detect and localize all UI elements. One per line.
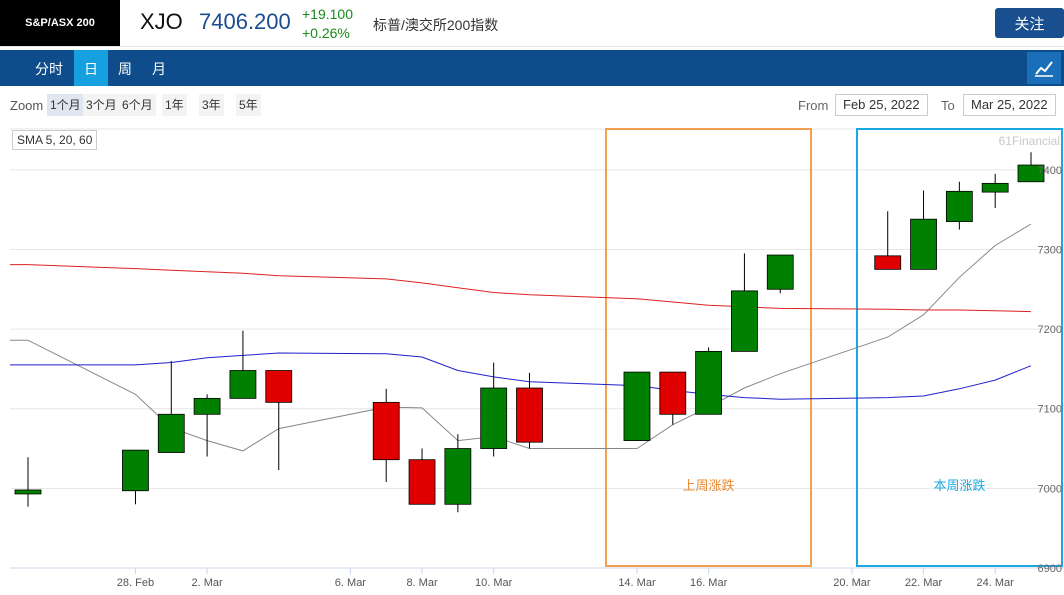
candle-body xyxy=(945,190,973,222)
watermark: 61Financial xyxy=(999,134,1060,148)
indicator-label: SMA 5, 20, 60 xyxy=(12,130,98,150)
candle-body xyxy=(157,413,185,453)
y-axis: 6900 7000 7100 7200 7300 7400 xyxy=(1038,165,1062,575)
range-toolbar: Zoom 1个月 3个月 6个月 1年 3年 5年 From Feb 25, 2… xyxy=(0,94,1064,118)
annotation-box xyxy=(605,128,812,567)
candle-body xyxy=(444,448,472,505)
candle-body xyxy=(659,371,687,415)
x-tick-label: 16. Mar xyxy=(690,577,728,589)
candle-body xyxy=(122,449,149,492)
x-tick-label: 2. Mar xyxy=(192,577,224,589)
candle-body xyxy=(731,290,758,352)
change-percent: +0.26% xyxy=(302,25,350,41)
candle-body xyxy=(623,371,651,441)
x-axis: 28. Feb 2. Mar 6. Mar 8. Mar 10. Mar 14. Mar 1… xyxy=(117,568,1015,589)
zoom-6m-button[interactable]: 6个月 xyxy=(119,94,156,116)
from-date-input[interactable]: Feb 25, 2022 xyxy=(835,94,928,116)
x-tick-label: 14. Mar xyxy=(618,577,656,589)
sma-lines xyxy=(10,223,1032,452)
zoom-1m-button[interactable]: 1个月 xyxy=(47,94,84,116)
tab-monthly[interactable]: 月 xyxy=(152,61,166,77)
tab-intraday[interactable]: 分时 xyxy=(35,61,63,77)
grid-lines xyxy=(10,169,1064,569)
candle-body xyxy=(193,397,221,415)
annotation-label: 本周涨跌 xyxy=(933,478,985,493)
sma-line xyxy=(10,223,1032,452)
zoom-3m-button[interactable]: 3个月 xyxy=(83,94,120,116)
candle-body xyxy=(874,255,902,270)
sma-line xyxy=(10,264,1032,313)
zoom-5y-button[interactable]: 5年 xyxy=(236,94,261,116)
y-tick-label: 7100 xyxy=(1038,404,1062,416)
week-annotations: 上周涨跌 本周涨跌 xyxy=(605,128,1063,567)
x-tick-label: 28. Feb xyxy=(117,577,154,589)
to-label: To xyxy=(941,98,955,113)
zoom-label: Zoom xyxy=(10,98,44,113)
chart-type-icon[interactable] xyxy=(1027,52,1061,84)
x-tick-label: 24. Mar xyxy=(977,577,1015,589)
x-tick-label: 6. Mar xyxy=(335,577,367,589)
candle-body xyxy=(910,218,937,270)
price-change: +19.100 +0.26% xyxy=(302,5,353,43)
candle-body xyxy=(265,370,293,403)
symbol: XJO xyxy=(140,9,183,34)
candle-body xyxy=(981,182,1009,193)
y-tick-label: 6900 xyxy=(1038,563,1062,575)
last-price: 7406.200 xyxy=(199,9,291,34)
sma-line xyxy=(10,352,1032,400)
candle-body xyxy=(480,387,508,449)
candle-body xyxy=(516,387,543,443)
x-tick-label: 22. Mar xyxy=(905,577,943,589)
tab-daily[interactable]: 日 xyxy=(74,50,108,86)
x-tick-label: 10. Mar xyxy=(475,577,513,589)
candle-body xyxy=(229,370,257,399)
y-tick-label: 7300 xyxy=(1038,244,1062,256)
follow-button[interactable]: 关注 xyxy=(995,8,1064,38)
candle-body xyxy=(14,489,42,495)
tab-weekly[interactable]: 周 xyxy=(118,61,132,77)
index-logo: S&P/ASX 200 xyxy=(0,0,120,46)
x-tick-label: 20. Mar xyxy=(833,577,871,589)
period-nav: 分时 日 周 月 xyxy=(0,50,1064,86)
candle-body xyxy=(408,459,436,505)
y-tick-label: 7000 xyxy=(1038,483,1062,495)
candle-body xyxy=(695,350,723,415)
y-tick-label: 7200 xyxy=(1038,324,1062,336)
candle-body xyxy=(1017,164,1045,183)
zoom-1y-button[interactable]: 1年 xyxy=(162,94,187,116)
y-tick-label: 7400 xyxy=(1038,165,1062,177)
from-label: From xyxy=(798,98,829,113)
zoom-3y-button[interactable]: 3年 xyxy=(199,94,224,116)
candle-body xyxy=(372,401,400,461)
candle-body xyxy=(766,254,794,290)
to-date-input[interactable]: Mar 25, 2022 xyxy=(963,94,1056,116)
quote-header: S&P/ASX 200 XJO 7406.200 +19.100 +0.26% … xyxy=(0,0,1064,47)
change-value: +19.100 xyxy=(302,6,353,22)
annotation-label: 上周涨跌 xyxy=(682,478,734,493)
candles xyxy=(14,152,1045,513)
x-tick-label: 8. Mar xyxy=(406,577,438,589)
index-name: 标普/澳交所200指数 xyxy=(373,17,499,33)
